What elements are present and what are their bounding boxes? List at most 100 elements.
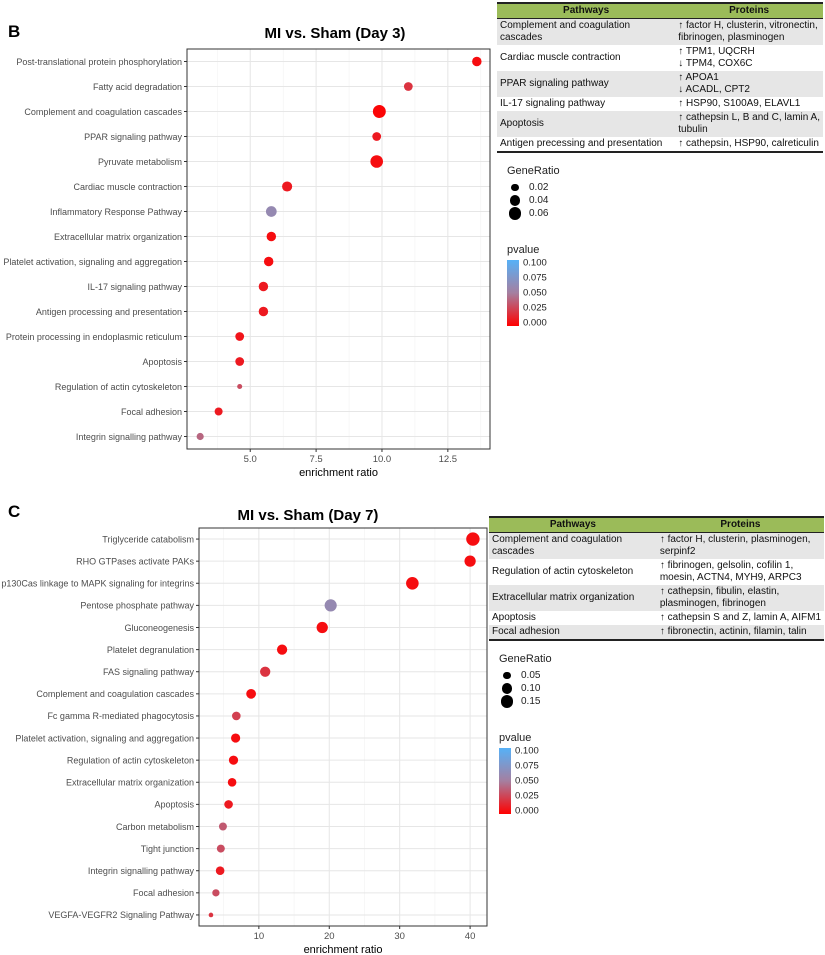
y-tick-label: Complement and coagulation cascades: [24, 107, 182, 117]
y-tick-label: Inflammatory Response Pathway: [50, 207, 183, 217]
data-point: [246, 688, 256, 699]
size-legend-item: 0.02: [507, 181, 563, 194]
data-point: [232, 711, 241, 721]
dot-plot-day7: MI vs. Sham (Day 7) 10 20 30 40 Triglyceride …: [1, 507, 488, 955]
size-legend-item: 0.15: [499, 695, 555, 708]
pathway-cell: Regulation of actin cytoskeleton: [492, 566, 634, 577]
data-point: [466, 532, 480, 546]
panel-label-c: C: [8, 502, 21, 521]
table-row: Complement and coagulation cascades ↑ fac…: [489, 532, 824, 559]
y-tick-label: Focal adhesion: [133, 888, 194, 898]
plot-border: [198, 527, 488, 927]
data-point: [196, 432, 204, 441]
size-legend-dot: [511, 183, 519, 192]
legend-day3: GeneRatio 0.02 0.04 0.06 pvalue 0.100 0.075 0.0…: [507, 165, 563, 329]
data-point: [265, 206, 277, 217]
table-row: Regulation of actin cytoskeleton ↑ fibrin…: [489, 559, 824, 585]
pathway-cell: IL-17 signaling pathway: [500, 98, 606, 109]
y-tick-label: Extracellular matrix organization: [54, 232, 182, 242]
data-point: [216, 844, 225, 853]
size-legend-title: GeneRatio: [499, 653, 552, 665]
proteins-cell: ↑ factor H, clusterin, vitronectin, fibri…: [675, 18, 823, 45]
y-tick-label: FAS signaling pathway: [103, 667, 195, 677]
data-point: [266, 231, 277, 242]
table-row: Apoptosis ↑ cathepsin S and Z, lamin A, A…: [489, 611, 824, 625]
data-point: [214, 407, 223, 416]
proteins-cell: ↑ factor H, clusterin, plasminogen, serpi…: [656, 532, 824, 559]
colorbar-tick-label: 0.050: [515, 775, 539, 787]
y-tick-label: Post-translational protein phosphorylati…: [16, 57, 182, 67]
colorbar-tick-label: 0.075: [523, 272, 547, 284]
table-header-pathways: Pathways: [489, 516, 657, 533]
side-panel-day3: Pathways Proteins Complement and coagulati…: [497, 2, 823, 329]
colorbar-tick-label: 0.100: [515, 745, 539, 757]
proteins-cell: ↑ cathepsin S and Z, lamin A, AIFM1: [659, 612, 821, 623]
proteins-cell: ↑ HSP90, S100A9, ELAVL1: [678, 98, 801, 109]
colorbar-tick-label: 0.100: [523, 257, 547, 269]
pathway-table-day7: Pathways Proteins Complement and coagulati…: [489, 516, 824, 641]
data-point: [472, 56, 482, 67]
y-tick-label: Apoptosis: [154, 800, 194, 810]
x-axis-label: enrichment ratio: [299, 467, 378, 479]
data-point: [237, 383, 243, 390]
size-legend-label: 0.05: [521, 670, 541, 681]
data-point: [372, 132, 382, 141]
pathway-cell: Extracellular matrix organization: [489, 585, 657, 611]
size-legend-item: 0.10: [499, 682, 555, 695]
table-row: Antigen precessing and presentation ↑ cat…: [497, 137, 823, 153]
x-tick-label: 20: [324, 931, 335, 942]
colorbar-tick-label: 0.000: [515, 805, 539, 817]
data-point: [218, 822, 227, 831]
proteins-cell: ↑ cathepsin L, B and C, lamin A, tubulin: [675, 111, 823, 137]
size-legend-label: 0.02: [529, 182, 549, 193]
data-point: [324, 599, 337, 612]
y-tick-label: Extracellular matrix organization: [66, 778, 194, 788]
y-tick-label: Gluconeogenesis: [124, 623, 194, 633]
y-tick-label: Regulation of actin cytoskeleton: [55, 382, 182, 392]
table-row: Cardiac muscle contraction ↑ TPM1, UQCRH ↓…: [497, 45, 823, 71]
plot-background: [187, 49, 490, 449]
size-legend-dot: [501, 683, 513, 694]
data-point: [372, 105, 386, 118]
data-point: [228, 755, 239, 765]
pathway-table-day3: Pathways Proteins Complement and coagulati…: [497, 2, 823, 153]
proteins-cell: ↑ cathepsin, fibulin, elastin, plasminoge…: [656, 585, 824, 611]
side-panel-day7: Pathways Proteins Complement and coagulati…: [489, 516, 824, 817]
size-legend-dot: [508, 207, 522, 220]
size-legend-label: 0.15: [521, 696, 541, 707]
panel-label-b: B: [8, 22, 21, 41]
data-point: [464, 555, 476, 567]
data-point: [224, 800, 233, 809]
colorbar-gradient: [499, 748, 511, 814]
table-header-proteins: Proteins: [675, 2, 823, 19]
y-tick-label: Tight junction: [141, 844, 194, 854]
data-point: [235, 332, 245, 341]
data-point: [227, 777, 237, 787]
data-point: [406, 576, 419, 590]
y-tick-label: Pyruvate metabolism: [98, 157, 182, 167]
table-row: Extracellular matrix organization ↑ cathe…: [489, 585, 824, 611]
data-point: [282, 181, 293, 192]
colorbar-tick-label: 0.050: [523, 287, 547, 299]
colorbar-gradient: [507, 260, 519, 326]
proteins-cell: ↑ APOA1 ↓ ACADL, CPT2: [675, 71, 823, 97]
y-tick-label: IL-17 signaling pathway: [87, 282, 182, 292]
x-tick-label: 12.5: [439, 454, 458, 465]
y-tick-label: Fatty acid degradation: [93, 82, 182, 92]
data-point: [208, 912, 214, 918]
data-point: [403, 82, 413, 91]
y-tick-label: Apoptosis: [142, 357, 182, 367]
data-point: [212, 889, 220, 897]
table-row: Focal adhesion ↑ fibronectin, actinin, fi…: [489, 625, 824, 641]
data-point: [370, 155, 384, 168]
x-axis-label: enrichment ratio: [304, 944, 383, 955]
colorbar-tick-label: 0.075: [515, 760, 539, 772]
y-tick-label: VEGFA-VEGFR2 Signaling Pathway: [48, 910, 194, 920]
y-tick-label: RHO GTPases activate PAKs: [76, 556, 194, 566]
size-legend-item: 0.05: [499, 669, 555, 682]
table-row: PPAR signaling pathway ↑ APOA1 ↓ ACADL, CP…: [497, 71, 823, 97]
pathway-cell: Cardiac muscle contraction: [500, 52, 621, 63]
y-tick-label: Complement and coagulation cascades: [36, 689, 194, 699]
data-point: [263, 256, 274, 267]
